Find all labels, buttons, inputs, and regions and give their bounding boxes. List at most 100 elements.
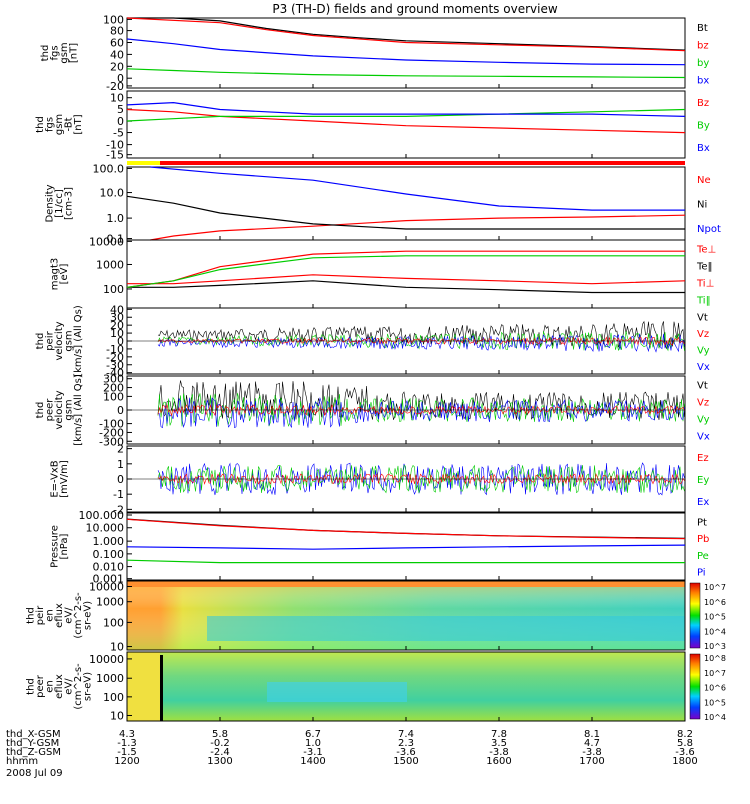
legend-te: Te⊥ bbox=[696, 245, 716, 256]
x-tick-label: 1500 bbox=[393, 756, 418, 767]
series-line-bgse-bz bbox=[126, 108, 686, 134]
y-axis-label: Pressure bbox=[49, 525, 60, 568]
y-tick-label: -2 bbox=[113, 503, 124, 516]
x-tick-label: -3.1 bbox=[303, 747, 323, 758]
y-axis-label: gsm bbox=[59, 42, 70, 63]
y-tick-label: -15 bbox=[106, 149, 124, 162]
legend-pb: Pb bbox=[697, 534, 709, 545]
mode-bar-fast bbox=[160, 161, 685, 165]
legend-bz: bz bbox=[697, 40, 709, 51]
legend-pe: Pe bbox=[697, 551, 709, 562]
y-tick-label: -1 bbox=[113, 488, 124, 501]
y-axis-label: peir bbox=[35, 605, 46, 625]
y-axis-label: eflux bbox=[54, 603, 65, 628]
x-tick-label: -3.8 bbox=[489, 747, 509, 758]
y-tick-label: 100.000 bbox=[79, 509, 125, 522]
y-axis-label: velocity bbox=[54, 321, 65, 360]
x-tick-label: 1600 bbox=[486, 756, 511, 767]
y-axis-label: [mV/m] bbox=[59, 460, 70, 498]
y-tick-label: 10000 bbox=[89, 581, 124, 594]
x-tick-label: 4.7 bbox=[584, 738, 600, 749]
legend-by: By bbox=[697, 121, 710, 132]
y-tick-label: 100.0 bbox=[93, 162, 125, 175]
series-line-density-npot bbox=[150, 166, 685, 211]
series-line-temp-te bbox=[127, 274, 686, 285]
y-tick-label: 1000 bbox=[96, 258, 124, 271]
y-tick-label: 10 bbox=[110, 92, 124, 105]
x-tick-label: 2.3 bbox=[398, 738, 414, 749]
panel-frame-bgse bbox=[126, 90, 686, 159]
colorbar-ispec bbox=[689, 582, 701, 649]
y-tick-label: 0 bbox=[117, 335, 124, 348]
y-tick-label: 80 bbox=[110, 25, 124, 38]
noise-trace-veli-1 bbox=[157, 330, 685, 352]
y-tick-label: -100 bbox=[99, 418, 124, 431]
y-axis-label: [nT] bbox=[68, 43, 79, 63]
x-tick-label: -3.6 bbox=[396, 747, 416, 758]
y-tick-label: 0 bbox=[117, 404, 124, 417]
y-tick-label: -5 bbox=[113, 127, 124, 140]
y-axis-label: (cm^2-s- bbox=[73, 592, 84, 639]
x-tick-label: 7.8 bbox=[491, 729, 507, 740]
espec-early-band bbox=[127, 652, 160, 721]
y-tick-label: 10.0 bbox=[100, 187, 125, 200]
y-tick-label: 10 bbox=[110, 641, 124, 654]
legend-ti: Ti⊥ bbox=[696, 279, 714, 290]
panel-frame-temp bbox=[126, 239, 686, 309]
legend-vt: Vt bbox=[697, 381, 708, 392]
y-tick-label: 0.1 bbox=[107, 233, 125, 246]
y-axis-label: [km/s] (All Qs) bbox=[73, 374, 84, 446]
legend-pi: Pi bbox=[697, 568, 706, 579]
y-tick-label: -10 bbox=[106, 343, 124, 356]
y-tick-label: 5 bbox=[117, 103, 124, 116]
noise-trace-vele-0 bbox=[157, 380, 685, 420]
series-line-pressure-pb bbox=[126, 518, 686, 540]
y-axis-label: gsm bbox=[64, 330, 75, 351]
y-tick-label: 20 bbox=[110, 319, 124, 332]
mode-bar-slow bbox=[127, 161, 160, 165]
colorbar-label: 10^8 bbox=[704, 654, 726, 663]
espec-gap bbox=[160, 655, 163, 721]
series-line-bgsm-bz bbox=[126, 17, 686, 52]
x-row-label: hhmm bbox=[6, 756, 38, 767]
y-tick-label: 40 bbox=[110, 48, 124, 61]
y-axis-label: [1/cc] bbox=[54, 189, 65, 218]
noise-trace-efield-2 bbox=[157, 472, 685, 486]
colorbar-label: 10^3 bbox=[704, 642, 726, 651]
legend-bx: Bx bbox=[697, 143, 710, 154]
y-axis-label: velocity bbox=[54, 390, 65, 429]
legend-te: Te‖ bbox=[696, 262, 713, 273]
colorbar-label: 10^4 bbox=[704, 627, 726, 636]
legend-vz: Vz bbox=[697, 398, 709, 409]
y-axis-label: eV/ bbox=[64, 678, 75, 695]
noise-trace-veli-3 bbox=[157, 336, 685, 346]
series-line-temp-te bbox=[127, 280, 685, 294]
y-tick-label: -200 bbox=[99, 426, 124, 439]
espec-low-flux bbox=[267, 682, 407, 702]
series-line-bgse-by bbox=[126, 108, 686, 122]
y-tick-label: 0 bbox=[117, 473, 124, 486]
y-axis-label: peir bbox=[45, 330, 56, 350]
y-axis-label: [nT] bbox=[73, 114, 84, 134]
colorbar-label: 10^6 bbox=[704, 684, 726, 693]
y-axis-label: fgs bbox=[45, 117, 56, 132]
colorbar-label: 10^5 bbox=[704, 613, 726, 622]
legend-bz: Bz bbox=[697, 98, 709, 109]
y-tick-label: 100 bbox=[103, 283, 124, 296]
y-axis-label: thd bbox=[35, 116, 46, 133]
y-tick-label: 10 bbox=[110, 709, 124, 722]
y-tick-label: 30 bbox=[110, 311, 124, 324]
noise-trace-veli-0 bbox=[157, 320, 685, 350]
y-axis-label: [eV] bbox=[59, 264, 70, 285]
x-row-label: thd_Z-GSM bbox=[6, 747, 61, 758]
y-axis-label: fgs bbox=[49, 45, 60, 60]
y-axis-label: gsm bbox=[54, 114, 65, 135]
x-tick-label: 1800 bbox=[672, 756, 697, 767]
x-row-label: thd_Y-GSM bbox=[6, 738, 59, 749]
series-line-temp-ti bbox=[126, 255, 685, 288]
x-tick-label: 6.7 bbox=[305, 729, 321, 740]
y-axis-label: magt3 bbox=[49, 258, 60, 291]
